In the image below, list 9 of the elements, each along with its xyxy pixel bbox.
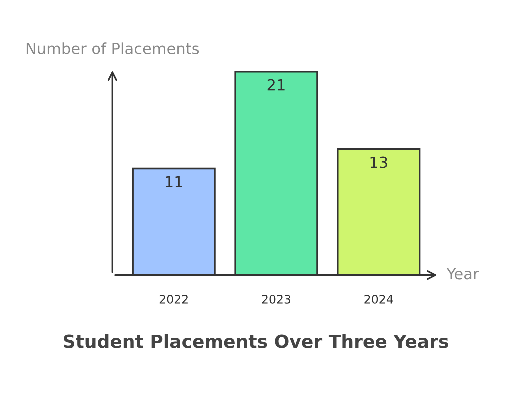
y-axis-title: Number of Placements bbox=[26, 42, 200, 54]
x-axis-title: Year bbox=[446, 268, 480, 280]
text: Student Placements Over Three Years bbox=[64, 334, 448, 348]
x-tick-label: 2022 bbox=[160, 294, 188, 304]
data-label: 21 bbox=[268, 79, 285, 91]
x-tick-label: 2023 bbox=[262, 294, 291, 304]
data-label: 13 bbox=[370, 156, 388, 168]
x-tick-label: 2024 bbox=[364, 294, 394, 304]
data-label: 11 bbox=[166, 176, 182, 188]
